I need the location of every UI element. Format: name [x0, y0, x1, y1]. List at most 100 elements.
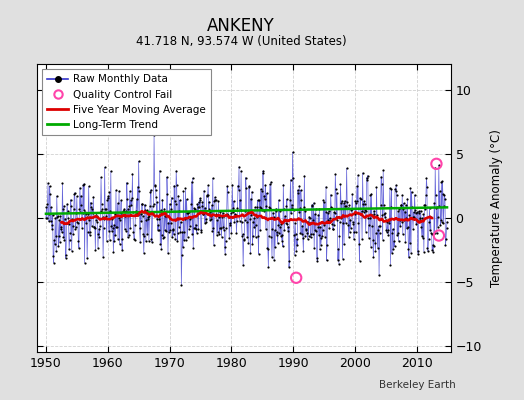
Point — [107, 228, 116, 234]
Point — [106, 208, 115, 214]
Point — [173, 230, 182, 236]
Point — [413, 248, 422, 254]
Point — [169, 227, 177, 234]
Point — [406, 185, 414, 191]
Point — [428, 247, 436, 254]
Point — [92, 210, 101, 216]
Point — [251, 204, 259, 210]
Point — [260, 193, 268, 199]
Point — [247, 212, 256, 218]
Point — [193, 230, 201, 236]
Point — [153, 199, 161, 206]
Point — [58, 229, 66, 235]
Point — [115, 188, 123, 194]
Point — [406, 240, 414, 246]
Point — [79, 182, 87, 188]
Point — [365, 235, 373, 241]
Point — [314, 212, 322, 218]
Point — [300, 173, 309, 179]
Point — [276, 224, 285, 230]
Point — [270, 256, 278, 263]
Point — [75, 245, 83, 251]
Point — [192, 221, 200, 228]
Point — [232, 230, 241, 236]
Point — [328, 205, 336, 211]
Point — [224, 189, 232, 196]
Point — [294, 208, 303, 215]
Point — [391, 186, 399, 192]
Point — [121, 212, 129, 219]
Point — [168, 234, 176, 240]
Point — [136, 211, 145, 217]
Point — [54, 233, 63, 239]
Point — [292, 248, 300, 254]
Point — [134, 183, 142, 190]
Point — [272, 205, 280, 212]
Point — [75, 205, 84, 212]
Point — [175, 208, 183, 214]
Point — [320, 222, 328, 228]
Point — [222, 238, 230, 244]
Point — [113, 200, 122, 206]
Point — [65, 246, 73, 253]
Point — [152, 216, 161, 222]
Point — [297, 187, 305, 194]
Point — [361, 206, 369, 213]
Point — [270, 227, 279, 233]
Point — [379, 167, 387, 174]
Point — [383, 219, 391, 225]
Point — [371, 240, 379, 246]
Point — [194, 226, 203, 232]
Point — [355, 258, 364, 264]
Point — [181, 185, 190, 192]
Point — [69, 230, 78, 237]
Point — [243, 219, 251, 225]
Point — [405, 212, 413, 218]
Point — [253, 214, 261, 220]
Point — [311, 227, 320, 234]
Point — [401, 208, 409, 215]
Point — [157, 246, 166, 252]
Point — [241, 217, 249, 223]
Point — [180, 229, 189, 236]
Point — [336, 181, 345, 188]
Point — [61, 255, 70, 261]
Point — [375, 272, 383, 278]
Point — [352, 229, 360, 236]
Point — [138, 213, 147, 219]
Point — [334, 246, 343, 252]
Point — [218, 214, 226, 221]
Point — [212, 197, 220, 204]
Point — [82, 220, 90, 226]
Point — [242, 185, 250, 191]
Point — [165, 229, 173, 236]
Point — [288, 149, 297, 155]
Point — [352, 200, 361, 207]
Point — [249, 219, 258, 225]
Point — [288, 205, 296, 211]
Point — [383, 229, 391, 235]
Point — [303, 236, 312, 242]
Point — [415, 209, 423, 216]
Point — [102, 213, 111, 220]
Point — [329, 226, 337, 232]
Point — [294, 190, 302, 196]
Point — [59, 206, 67, 212]
Point — [365, 222, 374, 228]
Point — [142, 217, 150, 223]
Point — [275, 197, 283, 203]
Point — [266, 181, 274, 188]
Point — [377, 181, 386, 188]
Point — [220, 213, 228, 219]
Point — [340, 200, 348, 206]
Point — [100, 216, 108, 222]
Point — [404, 246, 412, 252]
Point — [282, 203, 291, 210]
Point — [431, 230, 439, 237]
Point — [100, 225, 108, 231]
Point — [430, 200, 439, 206]
Point — [264, 264, 272, 270]
Point — [85, 232, 94, 238]
Point — [403, 224, 412, 230]
Point — [163, 174, 171, 180]
